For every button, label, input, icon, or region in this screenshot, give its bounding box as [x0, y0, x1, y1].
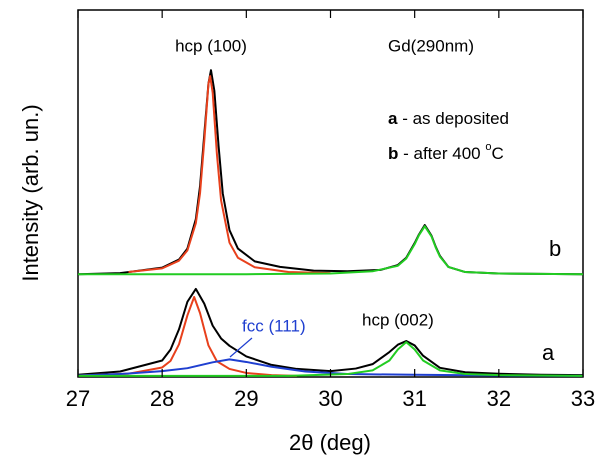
curve-label: a: [542, 340, 555, 365]
series-line: [77, 287, 584, 377]
annotation-key: b: [388, 144, 398, 163]
x-tick-label: 27: [66, 386, 90, 411]
series-line: [78, 225, 584, 276]
x-tick-label: 28: [150, 386, 174, 411]
x-tick-label: 30: [318, 386, 342, 411]
x-tick-label: 31: [402, 386, 426, 411]
annotation: a - as deposited: [388, 109, 509, 128]
annotation: fcc (111): [242, 316, 306, 335]
curve-label: b: [549, 236, 561, 261]
annotation-text: - as deposited: [402, 109, 509, 128]
annotation: hcp (002): [362, 310, 434, 329]
x-tick-label: 33: [571, 386, 595, 411]
series-line: [78, 341, 584, 377]
annotation-superscript: o: [485, 141, 491, 153]
annotation: hcp (100): [175, 36, 247, 55]
annotation-key: a: [388, 109, 398, 128]
annotation-text: - after 400: [403, 144, 485, 163]
series-line: [77, 295, 297, 377]
annotation: b - after 400 oC: [388, 141, 504, 164]
plot-frame: [77, 9, 584, 378]
series-line: [128, 75, 331, 275]
annotation: Gd(290nm): [388, 36, 474, 55]
x-tick-label: 29: [234, 386, 258, 411]
series-line: [77, 69, 584, 276]
x-tick-label: 32: [487, 386, 511, 411]
x-axis-title: 2θ (deg): [289, 430, 371, 455]
annotation-text: C: [491, 144, 503, 163]
y-axis-title: Intensity (arb. un.): [18, 104, 43, 281]
annotation-pointer: [229, 337, 253, 358]
